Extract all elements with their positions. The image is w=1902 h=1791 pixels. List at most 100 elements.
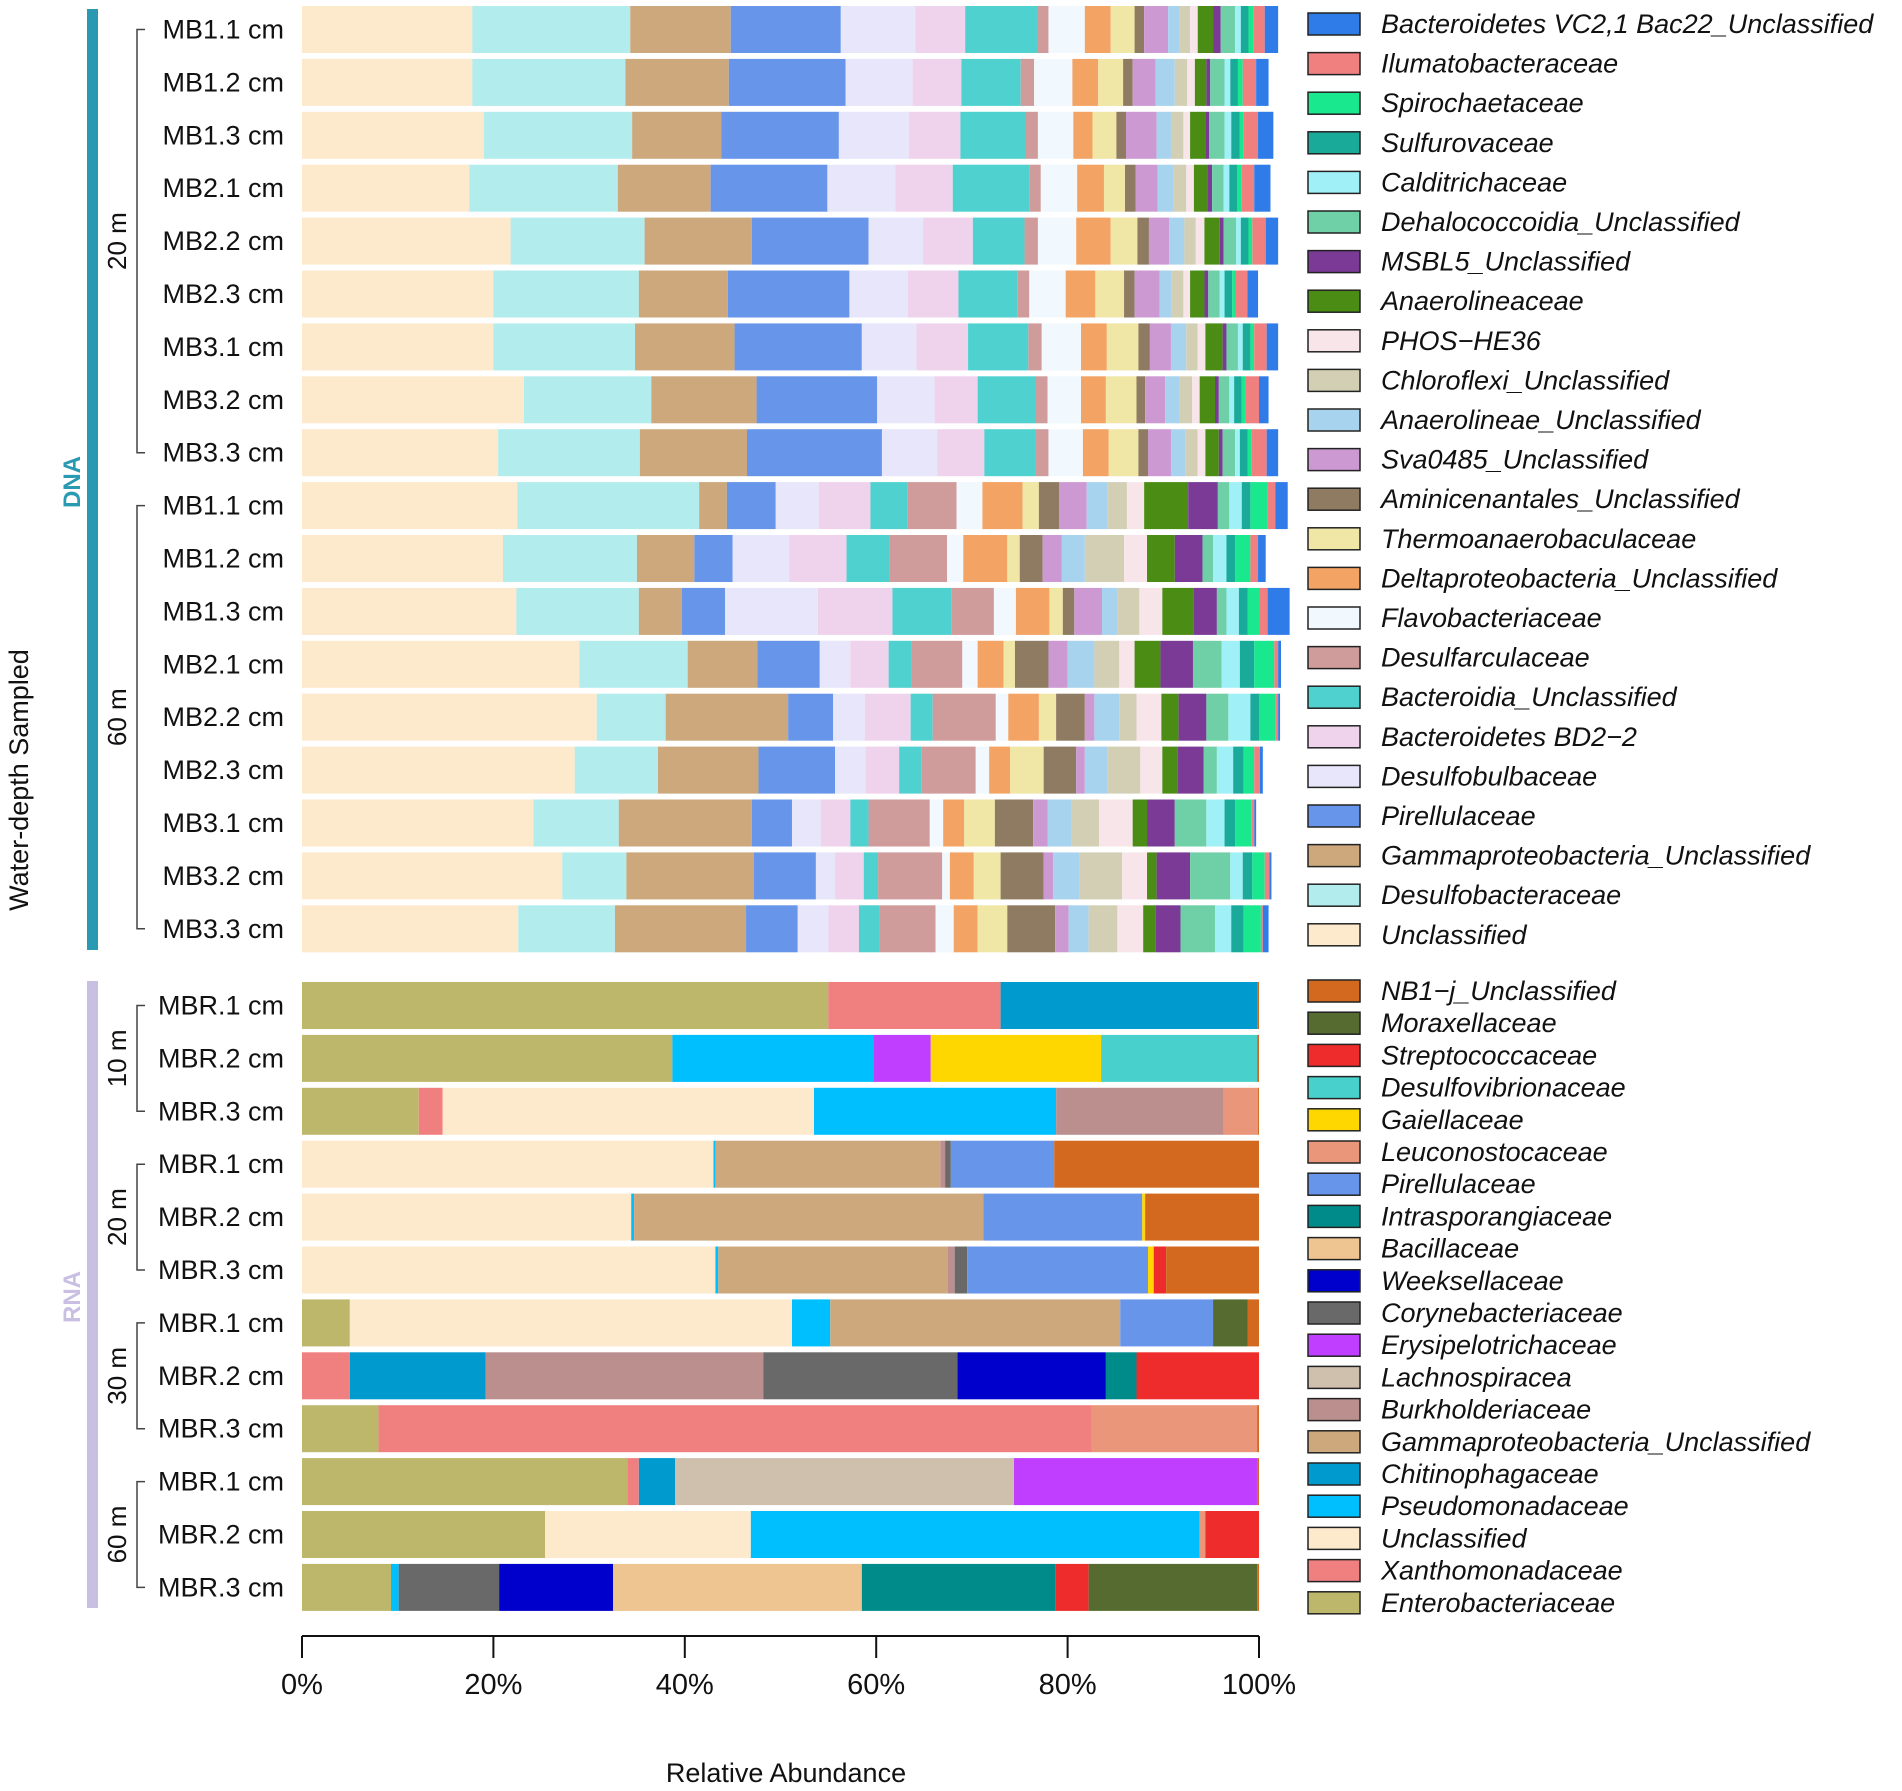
bar-segment-dna-r1-t18 [1210,58,1225,106]
bar-segment-dna-r6-t5 [916,323,969,371]
bar-segment-rna-r11-t3 [391,1563,399,1611]
bar-segment-rna-r5-t13 [967,1246,1148,1294]
bar-segment-rna-r11-t12 [861,1563,1056,1611]
legend-swatch [1307,1397,1361,1422]
group-label: 60 m [102,1506,132,1564]
bar-segment-dna-r12-t9 [977,640,1004,688]
group-bracket [136,1322,145,1430]
bar-segment-dna-r9-t1 [517,482,700,530]
legend-label: Sulfurovaceae [1381,128,1554,158]
bar-segment-dna-r1-t20 [1230,58,1238,106]
bar-segment-dna-r0-t21 [1248,6,1254,53]
bar-segment-rna-r10-t3 [750,1511,1200,1558]
legend-swatch [1307,979,1361,1003]
bar-segment-rna-r6-t2 [349,1299,792,1347]
bar-segment-dna-r12-t13 [1067,640,1095,688]
legend-swatch [1307,606,1361,630]
bar-segment-dna-r4-t23 [1265,217,1279,265]
bar-segment-dna-r9-t3 [726,482,776,530]
bar-segment-dna-r11-t7 [951,587,994,635]
bar-segment-dna-r10-t2 [636,535,695,582]
bar-segment-dna-r1-t7 [1020,58,1035,106]
bar-segment-dna-r7-t20 [1234,376,1242,424]
bar-segment-dna-r1-t13 [1155,58,1175,106]
legend-swatch [1307,923,1361,947]
bar-segment-rna-r6-t3 [791,1299,831,1347]
bar-segment-dna-r16-t15 [1122,852,1148,900]
group-bracket [136,28,145,454]
bar-segment-dna-r0-t3 [730,6,841,53]
bar-segment-dna-r4-t4 [868,217,924,265]
sample-label: MB1.2 cm [162,544,284,574]
bar-segment-dna-r8-t8 [1048,429,1083,477]
legend-label: Gammaproteobacteria_Unclassified [1381,841,1811,871]
bar-segment-dna-r15-t9 [943,799,965,847]
bar-segment-dna-r8-t13 [1170,429,1186,477]
bar-segment-rna-r5-t17 [1153,1246,1167,1294]
bar-segment-dna-r6-t11 [1138,323,1150,371]
bar-segment-dna-r13-t14 [1119,693,1137,741]
bar-segment-dna-r0-t15 [1190,6,1198,53]
group-label: 10 m [102,1029,132,1087]
legend-label: Lachnospiracea [1381,1362,1572,1392]
bar-segment-dna-r6-t3 [734,323,862,371]
legend-swatch [1307,725,1361,749]
bar-segment-dna-r15-t13 [1047,799,1072,847]
bar-segment-dna-r14-t14 [1107,746,1141,794]
bar-segment-dna-r14-t21 [1243,746,1255,794]
sample-label: MBR.2 cm [158,1043,284,1073]
bar-segment-rna-r3-t19 [1054,1140,1259,1188]
bar-segment-dna-r1-t1 [472,58,626,106]
legend-swatch [1307,1430,1361,1454]
bar-segment-dna-r0-t23 [1264,6,1279,53]
bar-segment-dna-r17-t10 [977,905,1008,953]
bar-segment-dna-r9-t20 [1241,482,1251,530]
section-bar-rna [87,981,98,1608]
bar-segment-dna-r6-t1 [493,323,636,371]
bar-segment-dna-r13-t18 [1206,693,1229,741]
bar-segment-dna-r14-t11 [1043,746,1077,794]
bar-segment-rna-r11-t11 [613,1563,862,1611]
bar-segment-dna-r4-t22 [1252,217,1266,265]
bar-segment-dna-r5-t23 [1247,270,1259,318]
bar-segment-dna-r9-t22 [1267,482,1276,530]
bar-segment-rna-r9-t4 [638,1458,676,1506]
bar-segment-dna-r12-t2 [687,640,758,688]
bar-segment-rna-r3-t2 [302,1140,714,1188]
bar-segment-dna-r3-t1 [469,164,618,212]
bar-segment-dna-r5-t13 [1159,270,1172,318]
bar-segment-dna-r0-t18 [1220,6,1236,53]
bar-segment-dna-r6-t8 [1041,323,1081,371]
bar-segment-dna-r2-t3 [721,111,839,159]
y-axis-label: Water-depth Sampled [4,649,34,911]
bar-segment-dna-r14-t7 [921,746,976,794]
bar-segment-dna-r16-t5 [835,852,864,900]
legend-swatch [1307,1526,1361,1551]
bar-segment-dna-r1-t4 [845,58,913,106]
bar-segment-dna-r7-t1 [524,376,652,424]
bar-segment-dna-r11-t0 [302,587,517,635]
bar-segment-rna-r7-t10 [957,1352,1106,1400]
sample-label: MB1.3 cm [162,596,284,626]
bar-segment-dna-r7-t2 [651,376,757,424]
bar-segment-dna-r12-t18 [1192,640,1222,688]
bar-segment-dna-r8-t23 [1266,429,1279,477]
bar-segment-dna-r5-t9 [1065,270,1096,318]
legend-label: Pseudomonadaceae [1381,1491,1629,1521]
bar-segment-dna-r10-t22 [1250,535,1259,582]
bar-segment-dna-r11-t8 [993,587,1016,635]
bar-segment-dna-r14-t17 [1177,746,1204,794]
bar-segment-dna-r2-t2 [632,111,722,159]
bar-segment-rna-r6-t0 [302,1299,350,1347]
bar-segment-dna-r15-t12 [1033,799,1048,847]
bar-segment-dna-r15-t18 [1174,799,1207,847]
bar-segment-dna-r4-t5 [923,217,973,265]
bar-segment-dna-r1-t21 [1237,58,1243,106]
bar-segment-dna-r0-t8 [1048,6,1085,53]
bar-segment-dna-r4-t19 [1236,217,1241,265]
bar-segment-dna-r15-t20 [1224,799,1236,847]
bar-segment-dna-r16-t21 [1252,852,1265,900]
bar-segment-dna-r14-t5 [865,746,900,794]
bar-segment-dna-r15-t3 [751,799,792,847]
bar-segment-dna-r17-t16 [1143,905,1156,953]
